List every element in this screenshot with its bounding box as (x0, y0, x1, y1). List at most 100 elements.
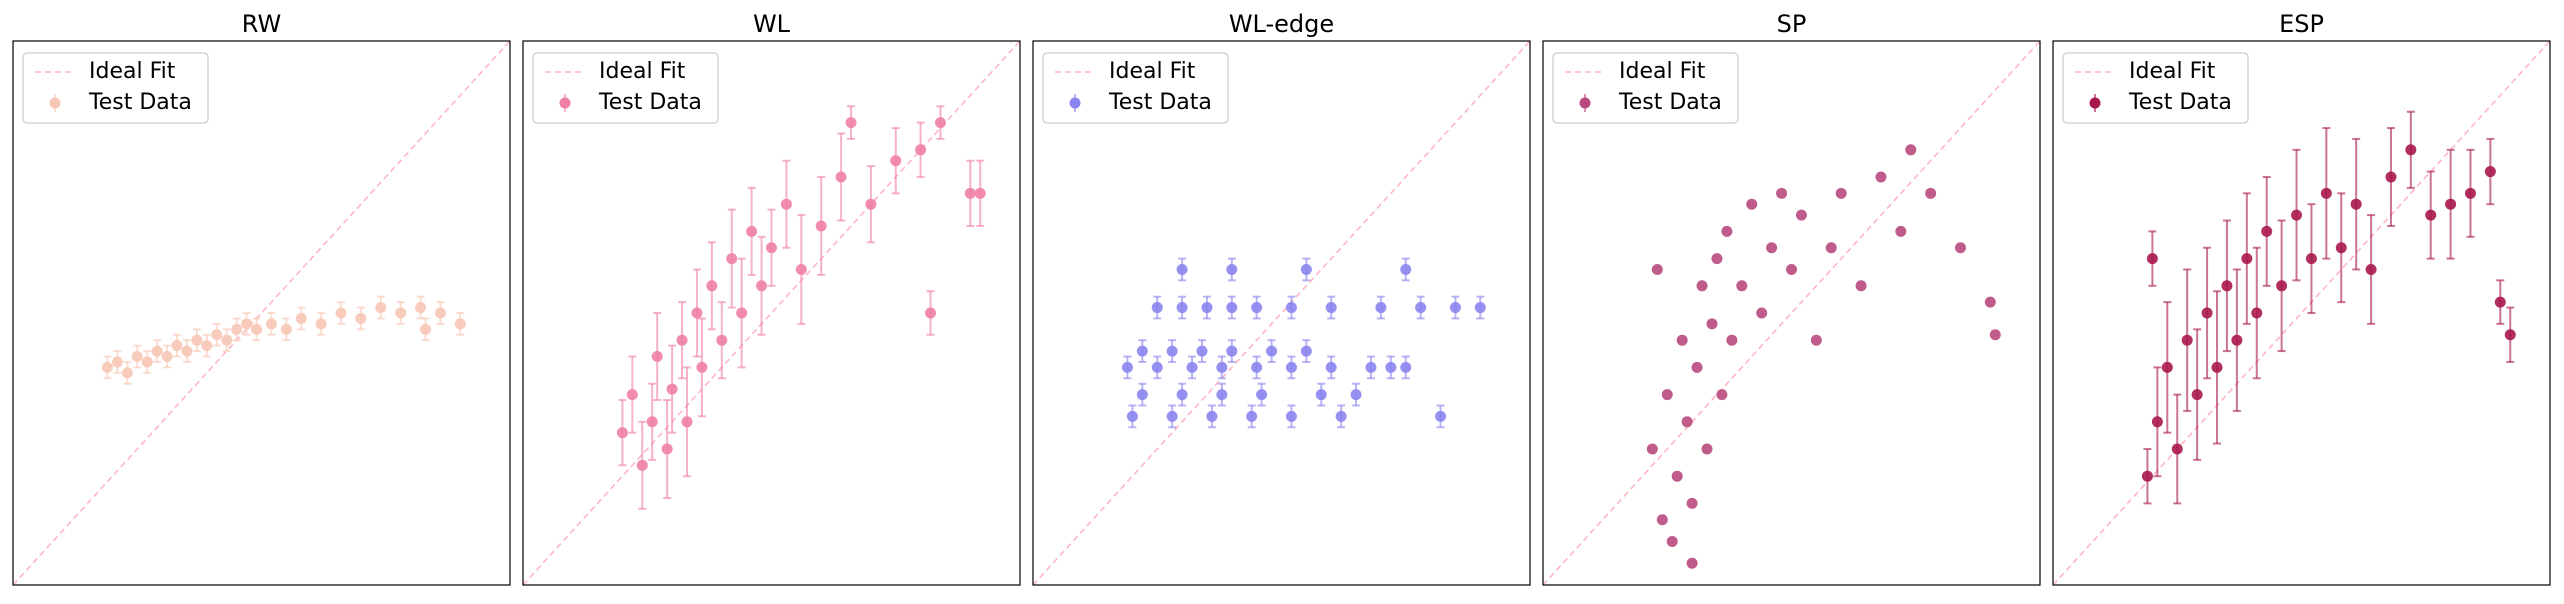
legend-label: Test Data (598, 90, 702, 115)
data-point (1285, 302, 1297, 314)
data-point (1691, 361, 1703, 373)
data-point (2146, 253, 2158, 265)
data-point (2504, 329, 2516, 341)
data-point (151, 345, 163, 357)
data-point (746, 225, 758, 237)
data-point (2151, 416, 2163, 428)
data-point (2425, 209, 2437, 221)
data-point (1251, 302, 1263, 314)
panel: WL-edge Ideal Fit Test Data (1032, 10, 1531, 586)
legend-entry: Ideal Fit (1055, 59, 1196, 84)
legend-frame (22, 52, 209, 124)
data-point (2276, 280, 2288, 292)
legend-frame (1042, 52, 1229, 124)
data-point (1176, 263, 1188, 275)
data-point (2305, 253, 2317, 265)
legend-swatch (49, 97, 61, 109)
data-point (780, 198, 792, 210)
data-point (2385, 171, 2397, 183)
data-point (121, 367, 133, 379)
data-point (2405, 144, 2417, 156)
data-point (1656, 514, 1668, 526)
data-point (181, 345, 193, 357)
ideal-fit-line (523, 41, 1020, 585)
data-point (335, 307, 347, 319)
data-point (716, 334, 728, 346)
data-point (1686, 497, 1698, 509)
data-point (726, 253, 738, 265)
data-point (925, 307, 937, 319)
data-point (1325, 302, 1337, 314)
data-point (1474, 302, 1486, 314)
panel-title: WL (753, 10, 791, 38)
data-point (1905, 144, 1917, 156)
data-point (1415, 302, 1427, 314)
data-point (706, 280, 718, 292)
data-point (415, 302, 427, 314)
legend: Ideal Fit Test Data (22, 52, 209, 124)
data-point (2365, 263, 2377, 275)
data-point (131, 351, 143, 363)
data-point (676, 334, 688, 346)
data-point (2201, 307, 2213, 319)
data-point (280, 323, 292, 335)
plot-area (1033, 41, 1530, 585)
legend-entry: Test Data (1069, 90, 1212, 115)
data-point (2350, 198, 2362, 210)
data-point (1681, 416, 1693, 428)
data-point (241, 318, 253, 330)
data-point (1825, 242, 1837, 254)
data-point (2211, 361, 2223, 373)
data-point (974, 187, 986, 199)
legend: Ideal Fit Test Data (2062, 52, 2249, 124)
data-point (616, 427, 628, 439)
legend-label: Test Data (88, 90, 192, 115)
data-point (1226, 302, 1238, 314)
data-point (221, 334, 233, 346)
plot-area (1543, 41, 2040, 585)
data-point (636, 459, 648, 471)
data-point (171, 340, 183, 352)
data-point (1285, 361, 1297, 373)
panel-frame (1032, 40, 1531, 586)
data-point (1256, 389, 1268, 401)
legend-label: Ideal Fit (599, 59, 686, 84)
data-point (2171, 443, 2183, 455)
data-point (265, 318, 277, 330)
data-point (1285, 410, 1297, 422)
panel-frame (522, 40, 1021, 586)
data-point (1176, 302, 1188, 314)
data-point (696, 361, 708, 373)
data-point (2445, 198, 2457, 210)
data-point (1716, 389, 1728, 401)
data-point (1206, 410, 1218, 422)
data-point (1711, 253, 1723, 265)
data-point (2221, 280, 2233, 292)
data-point (201, 340, 213, 352)
legend-entry: Ideal Fit (35, 59, 176, 84)
data-point (1795, 209, 1807, 221)
legend-swatch (559, 97, 571, 109)
data-point (646, 416, 658, 428)
panel: RW Ideal Fit Test Data (12, 10, 511, 586)
data-point (1300, 263, 1312, 275)
data-point (2181, 334, 2193, 346)
data-point (1721, 225, 1733, 237)
panel: SP Ideal Fit Test Data (1542, 10, 2041, 586)
legend-frame (2062, 52, 2249, 124)
data-point (691, 307, 703, 319)
data-point (1216, 361, 1228, 373)
data-point (111, 356, 123, 368)
legend-frame (532, 52, 719, 124)
data-point (1196, 345, 1208, 357)
data-point (161, 351, 173, 363)
legend-frame (1552, 52, 1739, 124)
data-point (101, 361, 113, 373)
panel-title: ESP (2279, 10, 2324, 38)
data-point (1216, 389, 1228, 401)
data-point (666, 383, 678, 395)
data-point (1176, 389, 1188, 401)
data-point (1726, 334, 1738, 346)
